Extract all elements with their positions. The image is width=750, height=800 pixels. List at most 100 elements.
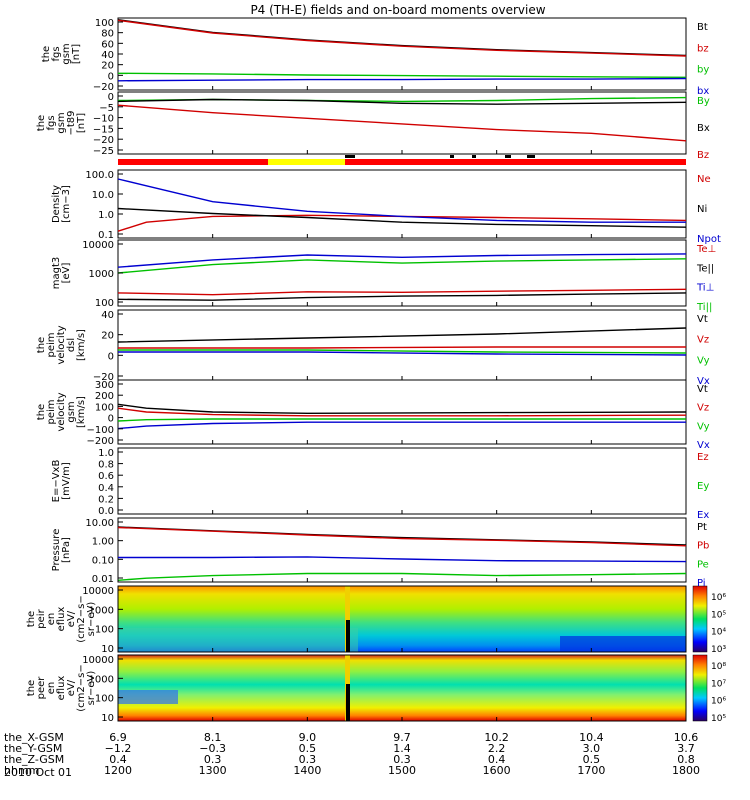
legend-efield-ez: Ez	[697, 452, 709, 463]
ephem-value-hhmm-0: 1200	[104, 764, 132, 777]
ylabel-peer-1: peer	[36, 676, 47, 700]
colorbar-tick-peer-3: 10⁵	[711, 714, 726, 724]
ytick-fgs-1: 80	[101, 29, 114, 40]
series-peim_gsm-vz	[117, 407, 687, 417]
ytick-peer-3: 10	[101, 713, 114, 724]
legend-efield-ey: Ey	[697, 481, 709, 492]
ylabel-fgs-1: fgs	[51, 46, 62, 61]
series-temperature-ti	[117, 253, 687, 268]
ephem-value-the-z-gsm-4: 0.4	[488, 753, 506, 766]
legend-density-ne: Ne	[697, 174, 711, 185]
panel-pressure	[117, 517, 687, 583]
ephem-value-the-z-gsm-0: 0.4	[109, 753, 127, 766]
ytick-peim_gsm-4: −100	[87, 425, 114, 436]
series-temperature-te	[117, 292, 687, 301]
legend-fgs-bx: bx	[697, 86, 709, 97]
ylabel-fgs_dip-1: fgs	[46, 115, 57, 130]
ylabel-fgs_dip-4: [nT]	[76, 113, 87, 133]
colorbar-peir	[692, 585, 708, 653]
series-peim_dsl-vx	[118, 351, 687, 356]
ylabel-fgs_dip-0: the	[36, 115, 47, 131]
ephem-value-the-x-gsm-4: 10.2	[484, 731, 509, 744]
legend-peim_dsl-vx: Vx	[697, 376, 710, 387]
series-peim_gsm-vx	[117, 421, 686, 430]
ephem-value-the-y-gsm-5: 3.0	[583, 742, 601, 755]
legend-temperature-ti: Ti||	[696, 302, 712, 313]
ylabel-temperature-0: magt3	[51, 257, 62, 290]
panel-peim-dsl	[117, 309, 687, 381]
ephemeris-table: the_X-GSM 6.9 8.1 9.0 9.7 10.2 10.4 10.6 the_Y-G…	[4, 731, 700, 777]
ytick-efield-3: 0.4	[98, 483, 114, 494]
ylabel-peim_gsm-2: velocity	[56, 392, 67, 431]
series-temperature-ti	[117, 258, 687, 274]
ytick-efield-4: 0.2	[98, 494, 114, 505]
ephem-value-the-x-gsm-5: 10.4	[579, 731, 604, 744]
ylabel-peir-3: eflux	[56, 607, 67, 632]
ephem-value-the-z-gsm-2: 0.3	[299, 753, 317, 766]
ylabel-peer-2: en	[46, 682, 57, 695]
legend-fgs_dip-by: By	[697, 96, 710, 107]
ylabel-peir-0: the	[26, 611, 37, 627]
ephem-value-the-y-gsm-3: 1.4	[393, 742, 411, 755]
series-peim_dsl-vt	[117, 327, 687, 343]
ytick-density-2: 1.0	[98, 210, 114, 221]
ytick-fgs_dip-3: −15	[93, 124, 114, 135]
ylabel-peim_gsm-0: the	[36, 404, 47, 420]
series-pressure-pe	[117, 572, 687, 581]
ephem-value-the-z-gsm-6: 0.8	[677, 753, 695, 766]
legend-pressure-pt: Pt	[697, 522, 707, 533]
ephem-value-the-x-gsm-1: 8.1	[204, 731, 222, 744]
series-fgs_dip-bz	[117, 104, 687, 142]
colorbar-tick-peer-2: 10⁶	[711, 697, 726, 707]
colorbar-tick-peir-0: 10⁶	[711, 593, 726, 603]
series-peim_dsl-vz	[118, 346, 686, 349]
series-density-ne	[117, 214, 687, 232]
ytick-peim_dsl-0: 40	[101, 310, 114, 321]
legend-peim_dsl-vy: Vy	[697, 355, 710, 366]
series-temperature-te	[117, 288, 687, 296]
ylabel-fgs-0: the	[41, 46, 52, 62]
ephem-value-the-x-gsm-6: 10.6	[674, 731, 699, 744]
ylabel-peim_gsm-4: [km/s]	[76, 396, 87, 428]
ytick-peir-0: 10000	[82, 586, 114, 597]
ephem-value-hhmm-3: 1500	[388, 764, 416, 777]
ytick-fgs-5: 0	[108, 71, 114, 82]
series-fgs_dip-bx	[117, 98, 687, 105]
colorbar-tick-peir-1: 10⁵	[711, 610, 726, 620]
legend-peim_gsm-vz: Vz	[697, 403, 709, 414]
ytick-peim_gsm-3: 0	[108, 414, 114, 425]
legend-peim_dsl-vz: Vz	[697, 335, 709, 346]
ytick-fgs-2: 60	[101, 39, 114, 50]
ytick-fgs-4: 20	[101, 61, 114, 72]
ytick-peer-1: 1000	[89, 674, 114, 685]
ytick-temperature-1: 1000	[89, 269, 114, 280]
ytick-fgs-6: −20	[93, 82, 114, 93]
ylabel-peir-2: en	[46, 613, 57, 626]
series-layer	[117, 19, 687, 581]
legend-fgs-bt: Bt	[697, 22, 708, 33]
ylabel-peer-0: the	[26, 680, 37, 696]
legend-temperature-te: Te⊥	[696, 244, 716, 255]
ylabel-efield-0: E=−VxB	[51, 460, 62, 503]
ytick-peim_gsm-0: 300	[95, 380, 114, 391]
panel-density	[117, 169, 687, 239]
ylabel-peir-5: (cm2−s−	[76, 595, 87, 642]
ephem-value-the-z-gsm-3: 0.3	[393, 753, 411, 766]
ephem-label-hhmm: hhmm	[4, 764, 39, 777]
colorbar-tick-peer-1: 10⁷	[711, 679, 726, 689]
series-peim_gsm-vy	[117, 418, 686, 422]
ylabel-fgs_dip-3: −t89	[66, 110, 77, 135]
legend-layer: BtbzbybxByBxBzNeNiNpotTe⊥Te||Ti⊥Ti||VtVz…	[696, 22, 726, 724]
ylabel-peer-4: eV/	[66, 679, 77, 696]
ylabel-peim_dsl-2: velocity	[56, 325, 67, 364]
ylabel-peir-1: peir	[36, 608, 47, 628]
ephem-value-the-y-gsm-4: 2.2	[488, 742, 506, 755]
figure-title: P4 (TH-E) fields and on-board moments ov…	[250, 3, 545, 17]
series-fgs-by	[117, 72, 687, 78]
ytick-peim_dsl-2: 0	[108, 351, 114, 362]
ytick-peim_dsl-3: −20	[93, 372, 114, 383]
colorbar-tick-peir-3: 10³	[711, 645, 726, 655]
ytick-pressure-2: 0.10	[92, 555, 114, 566]
ylabel-peim_dsl-0: the	[36, 337, 47, 353]
